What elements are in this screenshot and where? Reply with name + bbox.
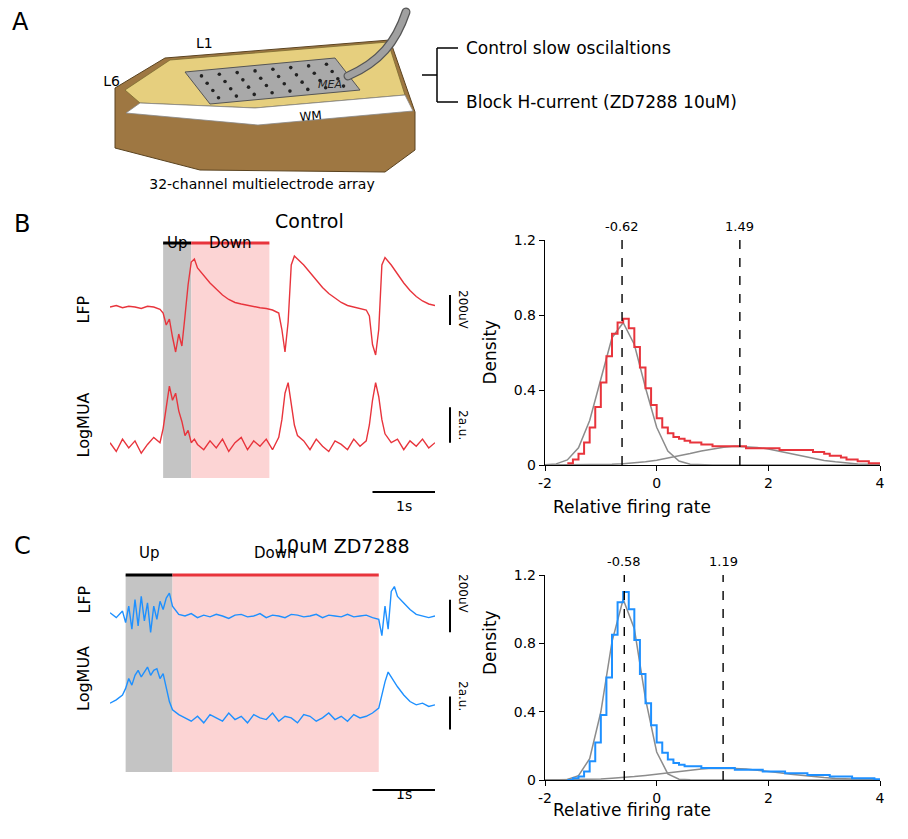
- svg-text:1s: 1s: [396, 498, 412, 514]
- svg-text:0.4: 0.4: [514, 382, 536, 398]
- svg-text:1.49: 1.49: [725, 219, 754, 234]
- svg-text:0: 0: [527, 457, 536, 473]
- svg-text:Relative firing rate: Relative firing rate: [553, 800, 711, 820]
- svg-text:2a.u.: 2a.u.: [456, 681, 470, 711]
- svg-text:200uV: 200uV: [456, 574, 470, 614]
- svg-text:Up: Up: [167, 234, 188, 252]
- svg-text:Up: Up: [139, 544, 160, 562]
- svg-text:B: B: [14, 210, 30, 238]
- svg-text:-2: -2: [538, 790, 552, 806]
- svg-text:Density: Density: [480, 610, 500, 675]
- svg-text:4: 4: [876, 790, 885, 806]
- svg-text:Density: Density: [480, 320, 500, 385]
- svg-text:1.19: 1.19: [709, 554, 738, 569]
- svg-text:0: 0: [527, 772, 536, 788]
- svg-text:L6: L6: [103, 73, 120, 89]
- svg-text:LogMUA: LogMUA: [74, 392, 93, 457]
- svg-text:WM: WM: [299, 108, 322, 124]
- svg-text:Relative firing rate: Relative firing rate: [553, 497, 711, 517]
- svg-text:Control slow oscilaltions: Control slow oscilaltions: [466, 38, 671, 58]
- svg-text:LogMUA: LogMUA: [74, 646, 93, 711]
- svg-text:1s: 1s: [396, 786, 412, 802]
- svg-text:2: 2: [764, 475, 773, 491]
- svg-text:Down: Down: [254, 544, 297, 562]
- svg-text:32-channel multielectrode arra: 32-channel multielectrode array: [149, 176, 374, 192]
- svg-text:1.2: 1.2: [514, 567, 536, 583]
- svg-text:LFP: LFP: [74, 295, 93, 323]
- svg-text:0.8: 0.8: [514, 307, 536, 323]
- svg-text:-2: -2: [538, 475, 552, 491]
- svg-text:Control: Control: [275, 210, 344, 232]
- svg-text:1.2: 1.2: [514, 232, 536, 248]
- svg-text:L1: L1: [196, 35, 213, 51]
- svg-text:Block H-current (ZD7288 10uM): Block H-current (ZD7288 10uM): [466, 92, 737, 112]
- svg-text:2: 2: [764, 790, 773, 806]
- svg-text:10uM ZD7288: 10uM ZD7288: [275, 535, 410, 557]
- svg-text:0.8: 0.8: [514, 635, 536, 651]
- svg-text:200uV: 200uV: [456, 290, 470, 330]
- svg-text:Down: Down: [209, 234, 252, 252]
- svg-text:0.4: 0.4: [514, 704, 536, 720]
- svg-text:0: 0: [652, 475, 661, 491]
- svg-text:2a.u.: 2a.u.: [456, 410, 470, 440]
- svg-text:-0.62: -0.62: [605, 219, 639, 234]
- svg-text:LFP: LFP: [75, 585, 94, 613]
- svg-text:C: C: [14, 532, 31, 560]
- svg-text:0: 0: [652, 790, 661, 806]
- svg-text:MEA: MEA: [318, 78, 342, 91]
- svg-text:A: A: [12, 8, 29, 36]
- svg-text:4: 4: [876, 475, 885, 491]
- svg-text:-0.58: -0.58: [607, 554, 641, 569]
